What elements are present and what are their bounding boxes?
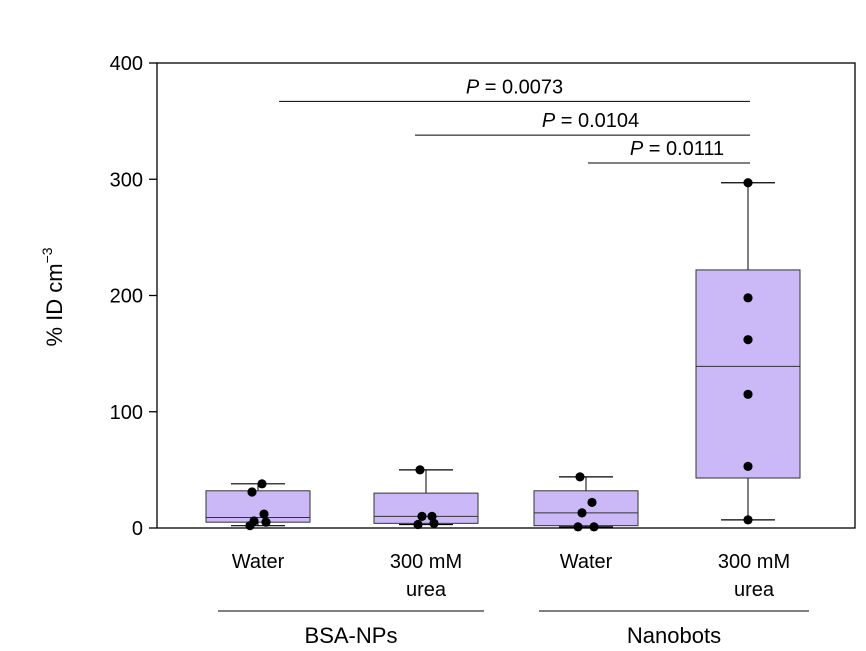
data-point [587, 497, 597, 508]
data-point [413, 519, 423, 530]
data-point [743, 293, 753, 303]
x-axis-labels: Water 300 mM urea Water 300 mM urea [232, 551, 790, 601]
data-point [573, 522, 583, 532]
y-tick-label: 200 [110, 286, 143, 308]
data-point [589, 522, 599, 532]
y-axis-label-text: % ID cm [42, 263, 67, 346]
data-point [743, 461, 753, 471]
x-category-label: Water [560, 551, 613, 573]
data-point [743, 389, 753, 399]
x-category-label: Water [232, 551, 285, 573]
p-value-label: P = 0.0073 [466, 76, 563, 98]
p-symbol: P [542, 110, 556, 132]
box-2 [533, 472, 639, 532]
box-1 [373, 465, 479, 530]
y-tick-label: 0 [132, 518, 143, 540]
x-category-label: 300 mM [390, 551, 462, 573]
p-value: = 0.0073 [479, 76, 563, 98]
y-tick-label: 100 [110, 402, 143, 424]
data-point [575, 472, 585, 482]
group-label: Nanobots [627, 623, 721, 648]
p-value-label: P = 0.0111 [630, 138, 724, 160]
box-3 [695, 178, 801, 525]
p-value-label: P = 0.0104 [542, 110, 639, 132]
y-tick-label: 400 [110, 53, 143, 75]
p-value: = 0.0104 [555, 110, 639, 132]
data-point [577, 508, 587, 518]
data-point [261, 517, 271, 527]
data-point [417, 511, 427, 521]
data-point [429, 518, 439, 528]
box-iqr [373, 492, 479, 524]
x-category-label: 300 mM [718, 551, 790, 573]
group-label: BSA-NPs [305, 623, 398, 648]
y-axis-ticks: 0 100 200 300 400 [110, 53, 157, 540]
data-point [743, 515, 753, 525]
box-iqr [695, 269, 801, 479]
x-category-label: urea [734, 579, 775, 601]
p-symbol: P [466, 76, 480, 98]
data-point [743, 178, 753, 188]
data-point [257, 479, 267, 489]
data-point [415, 465, 425, 475]
boxes [205, 178, 801, 532]
data-point [743, 335, 753, 345]
box-iqr [533, 490, 639, 527]
data-point [427, 511, 437, 521]
group-labels: BSA-NPs Nanobots [218, 610, 809, 648]
y-axis-label: % ID cm−3 [39, 247, 67, 346]
data-point [249, 516, 259, 526]
box-0 [205, 479, 311, 531]
y-axis-label-superscript: −3 [39, 247, 55, 263]
p-value: = 0.0111 [643, 138, 724, 160]
box-iqr [205, 490, 311, 523]
data-point [247, 487, 257, 497]
x-category-label: urea [406, 579, 447, 601]
y-tick-label: 300 [110, 169, 143, 191]
p-symbol: P [630, 138, 644, 160]
data-point [259, 509, 269, 519]
